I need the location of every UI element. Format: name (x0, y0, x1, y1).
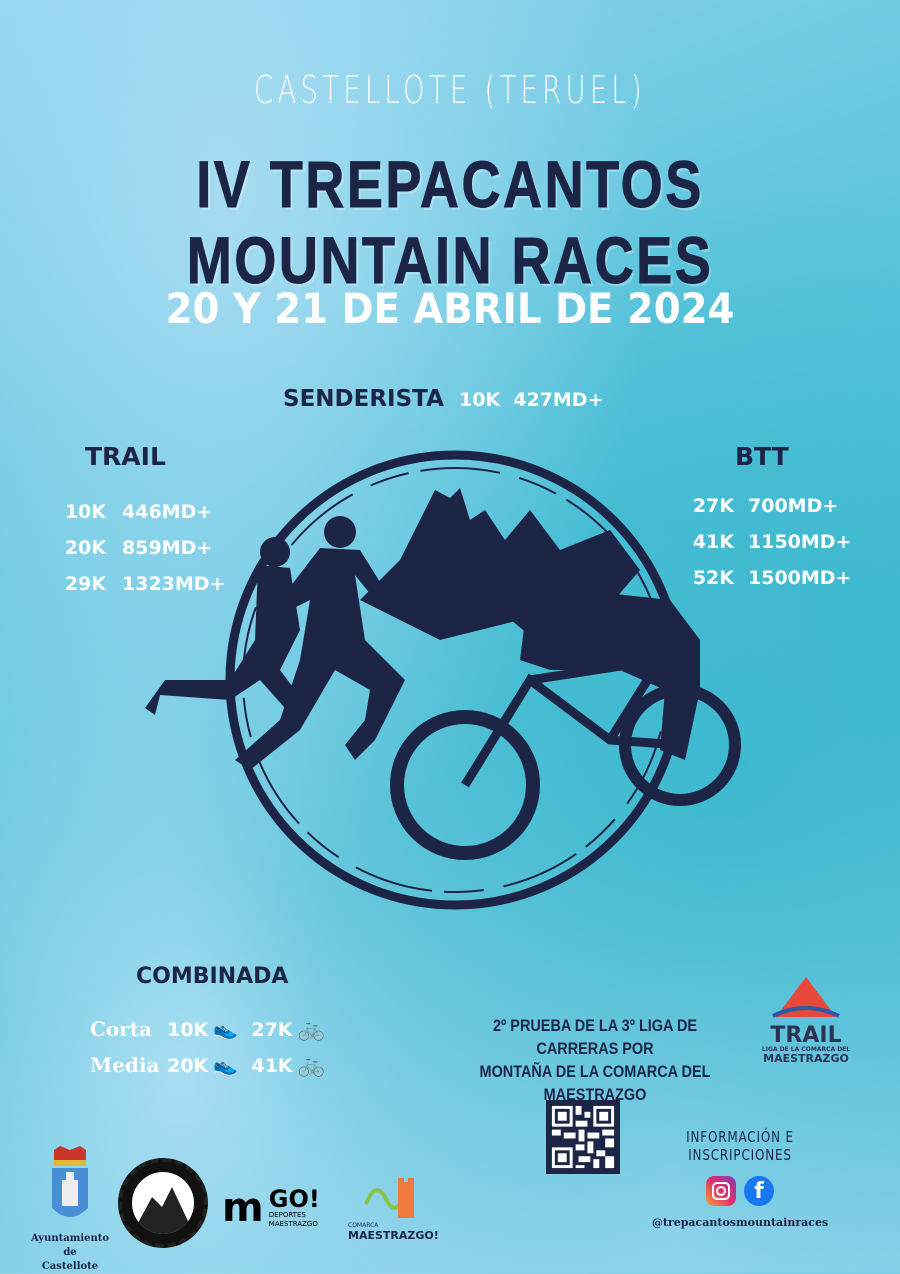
combinada-name: Media (90, 1053, 160, 1077)
comarca-maestrazgo-logo: COMARCA MAESTRAZGO! (348, 1174, 439, 1242)
trepacantos-logo (118, 1158, 208, 1248)
coat-of-arms-icon (52, 1146, 88, 1217)
go-sub1: DEPORTES (268, 1211, 306, 1219)
btt-label: BTT (735, 442, 789, 471)
running-shoe-icon: 👟 (213, 1053, 239, 1077)
btt-section: BTT (735, 442, 789, 471)
logo-sub2: MAESTRAZGO (763, 1052, 849, 1065)
elevation: 1150MD+ (748, 531, 852, 553)
location-subtitle: CASTELLOTE (TERUEL) (254, 68, 646, 112)
league-text: 2º PRUEBA DE LA 3º LIGA DE CARRERAS POR … (463, 1014, 727, 1106)
event-title: IV TREPACANTOS MOUNTAIN RACES (186, 147, 714, 298)
distance: 29K (64, 573, 106, 595)
btt-race: 52K 1500MD+ (690, 560, 852, 596)
combinada-label: COMBINADA (136, 964, 288, 989)
m-wave-icon: m (222, 1185, 264, 1231)
combinada-name: Corta (90, 1017, 152, 1041)
castle-tower-icon (364, 1178, 414, 1218)
social-icons: f (630, 1176, 850, 1206)
combinada-row: Corta 10K 👟 27K 🚲 (90, 1012, 325, 1048)
run-distance: 20K (167, 1055, 209, 1077)
running-shoe-icon: 👟 (213, 1017, 239, 1041)
league-text-line1: 2º PRUEBA DE LA 3º LIGA DE CARRERAS POR (492, 1016, 698, 1058)
info-label: INFORMACIÓN E INSCRIPCIONES (686, 1128, 794, 1164)
bicycle-icon: 🚲 (297, 1017, 326, 1042)
bike-distance: 27K (251, 1019, 293, 1041)
senderista-label: SENDERISTA (283, 386, 444, 412)
elevation: 1500MD+ (748, 567, 852, 589)
logo-title: TRAIL (770, 1023, 842, 1048)
btt-list: 27K 700MD+ 41K 1150MD+ 52K 1500MD+ (690, 488, 852, 596)
ayuntamiento-line2: Castellote (41, 1261, 99, 1272)
elevation: 446MD+ (122, 501, 213, 523)
bike-distance: 41K (251, 1055, 293, 1077)
trail-label: TRAIL (85, 442, 166, 471)
elevation: 1323MD+ (122, 573, 226, 595)
trail-section: TRAIL (85, 442, 166, 471)
trail-race: 20K 859MD+ (50, 530, 225, 566)
trail-race: 10K 446MD+ (50, 494, 225, 530)
distance: 52K (692, 567, 734, 589)
runner-woman-icon (145, 537, 310, 725)
comarca-sub: COMARCA (348, 1222, 379, 1229)
go-sub2: MAESTRAZGO (268, 1220, 318, 1228)
trail-list: 10K 446MD+ 20K 859MD+ 29K 1323MD+ (50, 494, 226, 602)
distance: 10K (64, 501, 106, 523)
info-block: INFORMACIÓN E INSCRIPCIONES f @trepacant… (630, 1128, 850, 1229)
race-emblem-illustration (145, 450, 741, 910)
combinada-row: Media 20K 👟 41K 🚲 (90, 1048, 325, 1084)
social-handle[interactable]: @trepacantosmountainraces (651, 1216, 829, 1229)
bicycle-icon: 🚲 (297, 1053, 326, 1078)
senderista-distance: 10K (458, 389, 501, 411)
go-logo-text: GO! (268, 1185, 320, 1213)
senderista-line: SENDERISTA 10K 427MD+ (283, 386, 604, 412)
combinada-list: Corta 10K 👟 27K 🚲 Media 20K 👟 41K 🚲 (90, 1012, 325, 1084)
qr-code-icon (551, 1105, 615, 1169)
event-date: 20 Y 21 DE ABRIL DE 2024 (165, 284, 735, 333)
facebook-icon[interactable]: f (744, 1176, 774, 1206)
elevation: 859MD+ (122, 537, 213, 559)
go-deportes-logo: m GO! DEPORTES MAESTRAZGO (222, 1185, 320, 1231)
combinada-title: COMBINADA (136, 964, 289, 989)
elevation: 700MD+ (748, 495, 839, 517)
btt-race: 27K 700MD+ (690, 488, 851, 524)
mountain-climber-icon (132, 1187, 194, 1234)
distance: 41K (692, 531, 734, 553)
instagram-icon[interactable] (706, 1176, 736, 1206)
ayuntamiento-line1: Ayuntamiento de (30, 1233, 110, 1258)
comarca-name: MAESTRAZGO! (348, 1229, 439, 1242)
league-text-line2: MONTAÑA DE LA COMARCA DEL MAESTRAZGO (479, 1062, 711, 1104)
distance: 27K (692, 495, 734, 517)
cyclist-icon (390, 583, 741, 860)
runner-man-icon (235, 516, 405, 770)
logo-sub1: LIGA DE LA COMARCA DEL (761, 1046, 851, 1053)
trail-league-logo: TRAIL LIGA DE LA COMARCA DEL MAESTRAZGO (758, 972, 854, 1064)
btt-race: 41K 1150MD+ (690, 524, 852, 560)
ayuntamiento-logo: Ayuntamiento de Castellote (30, 1146, 110, 1274)
distance: 20K (64, 537, 106, 559)
senderista-elevation: 427MD+ (513, 389, 604, 411)
mountain-wave-icon (772, 977, 840, 1018)
run-distance: 10K (167, 1019, 209, 1041)
qr-code[interactable] (546, 1100, 620, 1174)
trail-race: 29K 1323MD+ (50, 566, 226, 602)
